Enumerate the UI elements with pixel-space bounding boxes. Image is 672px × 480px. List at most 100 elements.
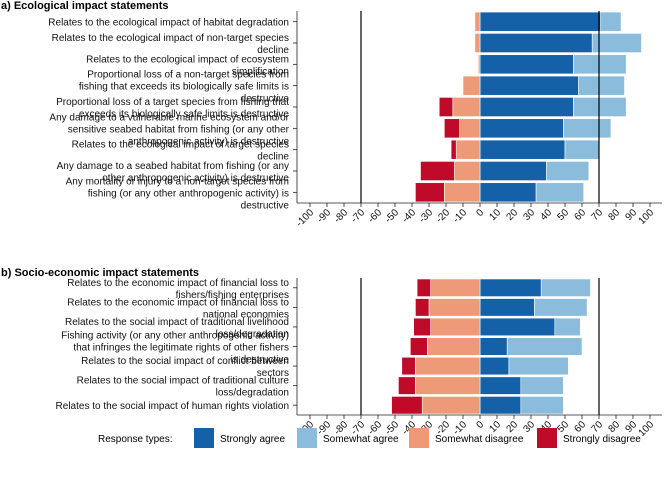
bar-strongly-agree <box>479 33 593 53</box>
legend-swatch <box>194 428 214 448</box>
x-tick-label: 10 <box>487 207 503 223</box>
x-tick-label: 30 <box>521 419 537 435</box>
category-label: exceeds its biologically safe limits is … <box>79 109 290 120</box>
bar-strongly-agree <box>479 75 579 96</box>
bar-somewhat-disagree <box>426 337 481 356</box>
bar-strongly-agree <box>479 11 601 32</box>
bar-strongly-agree <box>479 139 566 160</box>
bar-strongly-disagree <box>450 139 457 160</box>
bar-strongly-disagree <box>415 298 430 317</box>
x-tick-label: 80 <box>606 207 622 223</box>
category-label: simplification <box>232 66 289 77</box>
bar-somewhat-disagree <box>454 161 481 181</box>
legend-swatch <box>409 428 429 448</box>
x-tick-label: -70 <box>349 207 367 225</box>
bar-strongly-agree <box>479 278 542 297</box>
bar-somewhat-agree <box>534 298 588 317</box>
category-label: Relates to the ecological impact of targ… <box>72 140 289 151</box>
panel-title: a) Ecological impact statements <box>1 0 169 12</box>
legend-label: Strongly disagree <box>563 434 641 445</box>
bar-strongly-disagree <box>416 278 432 297</box>
bar-strongly-disagree <box>420 161 455 181</box>
bar-somewhat-disagree <box>428 298 481 317</box>
bar-strongly-agree <box>479 182 537 203</box>
bar-somewhat-disagree <box>430 278 481 297</box>
bar-strongly-agree <box>479 376 522 395</box>
category-label: Relates to the social impact of traditio… <box>77 376 290 387</box>
bar-strongly-agree <box>479 161 547 181</box>
x-tick-label: 30 <box>521 207 537 223</box>
category-label: Relates to the social impact of traditio… <box>65 317 289 328</box>
x-tick-label: -40 <box>400 207 418 225</box>
x-tick-label: 60 <box>572 207 588 223</box>
x-tick-label: 20 <box>504 419 520 435</box>
x-tick-label: 20 <box>504 207 520 223</box>
legend-title: Response types: <box>98 434 173 445</box>
bar-strongly-agree <box>479 54 574 75</box>
x-tick-label: 70 <box>589 207 605 223</box>
bar-somewhat-agree <box>506 337 583 356</box>
bar-strongly-agree <box>479 317 556 337</box>
bar-somewhat-disagree <box>474 33 481 53</box>
bar-somewhat-disagree <box>452 97 481 117</box>
bar-somewhat-agree <box>591 33 642 53</box>
x-tick-label: 50 <box>555 419 571 435</box>
bar-strongly-disagree <box>415 182 445 203</box>
bar-strongly-disagree <box>398 376 416 395</box>
bar-somewhat-agree <box>573 97 627 117</box>
category-label: Proportional loss of a target species fr… <box>56 97 289 108</box>
x-tick-label: -50 <box>383 207 401 225</box>
x-tick-label: 0 <box>474 419 486 431</box>
category-label: Relates to the social impact of human ri… <box>56 401 289 412</box>
category-label: decline <box>257 45 289 56</box>
category-label: is destructive <box>231 355 290 366</box>
category-label: Relates to the ecological impact of habi… <box>48 18 289 29</box>
legend-swatch <box>297 428 317 448</box>
bar-strongly-disagree <box>438 97 454 117</box>
bar-strongly-agree <box>479 337 508 356</box>
x-tick-label: 50 <box>555 207 571 223</box>
bar-somewhat-agree <box>554 317 581 337</box>
category-label: decline <box>257 152 289 163</box>
bar-somewhat-disagree <box>477 54 481 75</box>
category-label: Fishing activity (or any other anthropog… <box>61 331 289 342</box>
category-label: fishers/fishing enterprises <box>176 290 289 301</box>
bar-strongly-agree <box>479 356 510 376</box>
bar-somewhat-disagree <box>459 118 481 139</box>
bar-somewhat-disagree <box>415 376 481 395</box>
category-label: fishing that exceeds its biologically sa… <box>79 82 289 93</box>
bar-somewhat-agree <box>545 161 590 181</box>
bar-somewhat-agree <box>520 396 564 415</box>
bar-strongly-disagree <box>401 356 416 376</box>
x-tick-label: -10 <box>451 207 469 225</box>
bar-somewhat-agree <box>578 75 625 96</box>
x-tick-label: -60 <box>366 207 384 225</box>
x-tick-label: 10 <box>487 419 503 435</box>
category-label: destructive <box>241 94 290 105</box>
bar-strongly-disagree <box>443 118 460 139</box>
bar-somewhat-disagree <box>430 317 481 337</box>
category-label: Any damage to a seabed habitat from fish… <box>57 161 289 172</box>
panel-title: b) Socio-economic impact statements <box>1 267 199 279</box>
x-tick-label: -30 <box>417 207 435 225</box>
bar-somewhat-agree <box>573 54 627 75</box>
bar-strongly-agree <box>479 396 522 415</box>
bar-somewhat-disagree <box>415 356 481 376</box>
category-label: other anthropogenic activity) is destruc… <box>102 173 289 184</box>
bar-somewhat-disagree <box>474 11 481 32</box>
bar-strongly-disagree <box>413 317 432 337</box>
bar-strongly-agree <box>479 298 535 317</box>
category-label: Relates to the social impact of conflict… <box>81 356 289 367</box>
x-tick-label: 80 <box>606 419 622 435</box>
category-label: Relates to the economic impact of financ… <box>67 278 289 289</box>
category-label: fishing (or any other anthropogenic acti… <box>88 188 289 199</box>
bar-somewhat-disagree <box>421 396 481 415</box>
category-label: that infringes the legitimate rights of … <box>73 343 289 354</box>
x-tick-label: -20 <box>434 207 452 225</box>
category-label: sensitive seabed habitat from fishing (o… <box>68 124 290 135</box>
category-label: national economies <box>203 309 289 320</box>
category-label: loss/degradation <box>216 329 289 340</box>
bar-somewhat-agree <box>600 11 622 32</box>
bar-somewhat-agree <box>520 376 564 395</box>
x-tick-label: -80 <box>332 207 350 225</box>
